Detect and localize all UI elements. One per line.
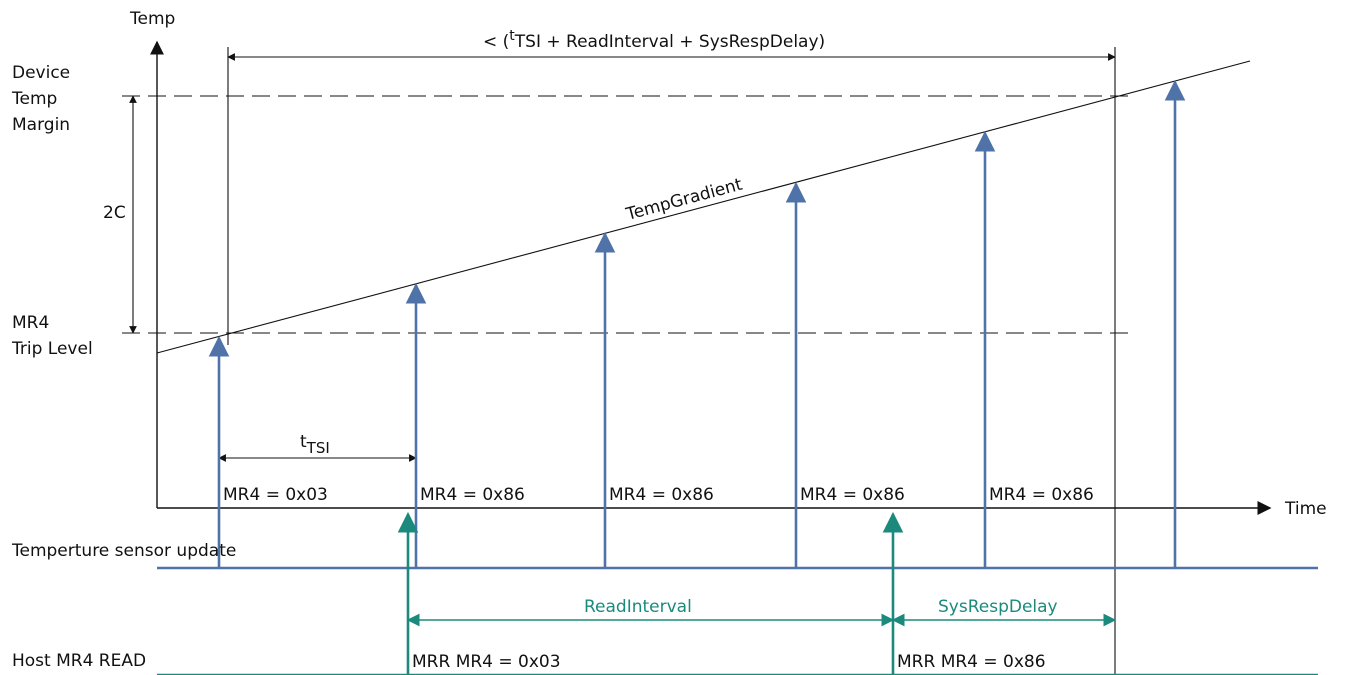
sensor-update-row-label: Temperture sensor update <box>11 541 236 561</box>
host-read-arrows <box>397 511 904 675</box>
mr4-value-label: MR4 = 0x86 <box>989 485 1094 505</box>
temp-gradient-label: TempGradient <box>623 175 745 226</box>
read-interval-label: ReadInterval <box>584 597 692 617</box>
top-interval-label: < (tTSI + ReadInterval + SysRespDelay) <box>483 28 825 52</box>
svg-text:Device: Device <box>12 63 70 83</box>
mr4-trip-level-label: MR4 Trip Level <box>11 313 93 359</box>
temp-gradient-line <box>156 60 1251 354</box>
delta-2c-label: 2C <box>103 203 126 223</box>
host-read-label: MRR MR4 = 0x86 <box>897 652 1046 672</box>
y-axis-label: Temp <box>129 9 175 29</box>
tsi-label: tTSI <box>300 432 330 457</box>
device-temp-margin-label: Device Temp Margin <box>11 63 70 135</box>
host-read-label: MRR MR4 = 0x03 <box>412 652 561 672</box>
svg-text:Temp: Temp <box>11 89 57 109</box>
mr4-value-label: MR4 = 0x03 <box>223 485 328 505</box>
mr4-value-label: MR4 = 0x86 <box>609 485 714 505</box>
host-read-row-label: Host MR4 READ <box>12 651 146 671</box>
svg-text:Margin: Margin <box>12 115 70 135</box>
mr4-value-label: MR4 = 0x86 <box>800 485 905 505</box>
svg-text:MR4: MR4 <box>12 313 49 333</box>
svg-text:Trip Level: Trip Level <box>11 339 93 359</box>
mr4-value-label: MR4 = 0x86 <box>420 485 525 505</box>
x-axis-label: Time <box>1284 499 1327 519</box>
sys-resp-delay-label: SysRespDelay <box>938 597 1058 617</box>
